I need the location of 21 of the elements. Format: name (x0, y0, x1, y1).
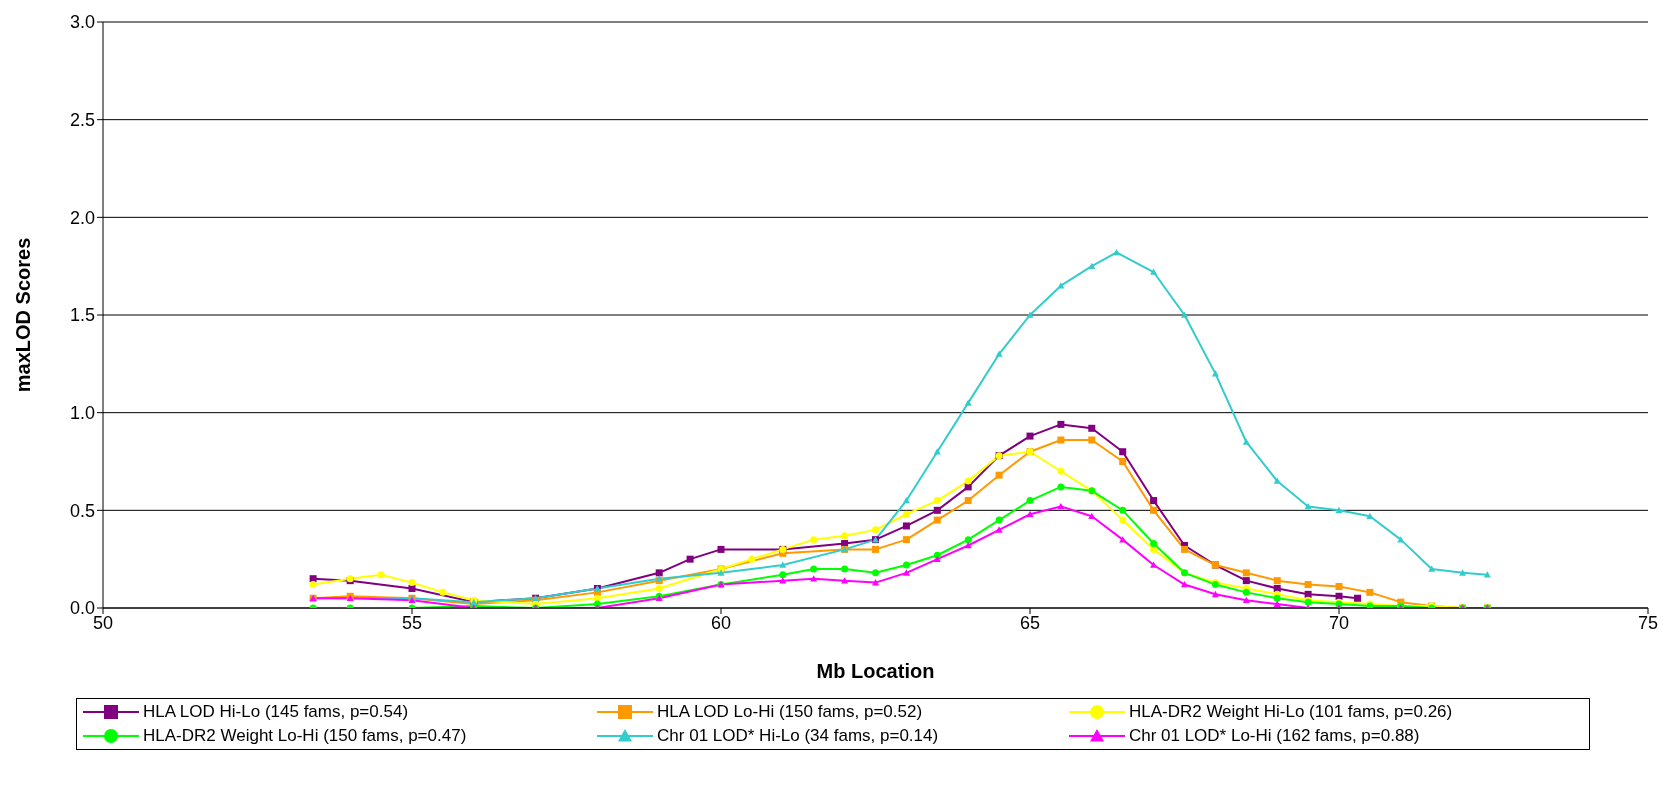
y-tick-label: 2.5 (69, 110, 95, 131)
x-tick-label: 55 (401, 612, 423, 633)
legend-label: Chr 01 LOD* Hi-Lo (34 fams, p=0.14) (657, 726, 939, 746)
legend-label: Chr 01 LOD* Lo-Hi (162 fams, p=0.88) (1128, 726, 1420, 746)
x-axis-title: Mb Location (816, 660, 935, 682)
x-tick-label: 60 (710, 612, 732, 633)
y-tick-label: 1.5 (69, 305, 95, 326)
legend-label: HLA-DR2 Weight Lo-Hi (150 fams, p=0.47) (143, 726, 467, 746)
y-tick-label: 0.5 (69, 500, 95, 521)
x-tick-label: 70 (1328, 612, 1350, 633)
x-tick-label: 75 (1637, 612, 1659, 633)
legend-label: HLA LOD Hi-Lo (145 fams, p=0.54) (143, 702, 409, 722)
x-tick-label: 50 (92, 612, 114, 633)
x-tick-label: 65 (1019, 612, 1041, 633)
y-tick-label: 1.0 (69, 403, 95, 424)
y-tick-label: 0.0 (69, 598, 95, 619)
y-tick-label: 3.0 (69, 12, 95, 33)
legend-label: HLA LOD Lo-Hi (150 fams, p=0.52) (657, 702, 923, 722)
legend-label: HLA-DR2 Weight Hi-Lo (101 fams, p=0.26) (1128, 702, 1453, 722)
y-axis-title: maxLOD Scores (12, 237, 35, 393)
y-tick-label: 2.0 (69, 207, 95, 228)
